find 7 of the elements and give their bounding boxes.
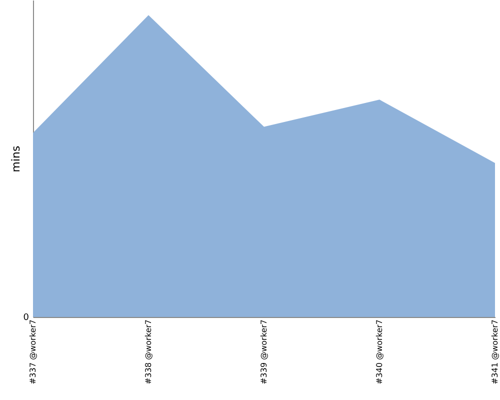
x-tick-label: #339 @worker7 bbox=[260, 320, 268, 384]
y-axis-title: mins bbox=[10, 146, 22, 172]
text: 0 bbox=[23, 313, 30, 323]
x-tick-label: #337 @worker7 bbox=[28, 320, 38, 384]
x-tick-label: #340 @worker7 bbox=[375, 320, 384, 384]
x-tick-label: #338 @worker7 bbox=[144, 320, 153, 384]
x-tick-label: #341 @worker7 bbox=[490, 320, 500, 384]
